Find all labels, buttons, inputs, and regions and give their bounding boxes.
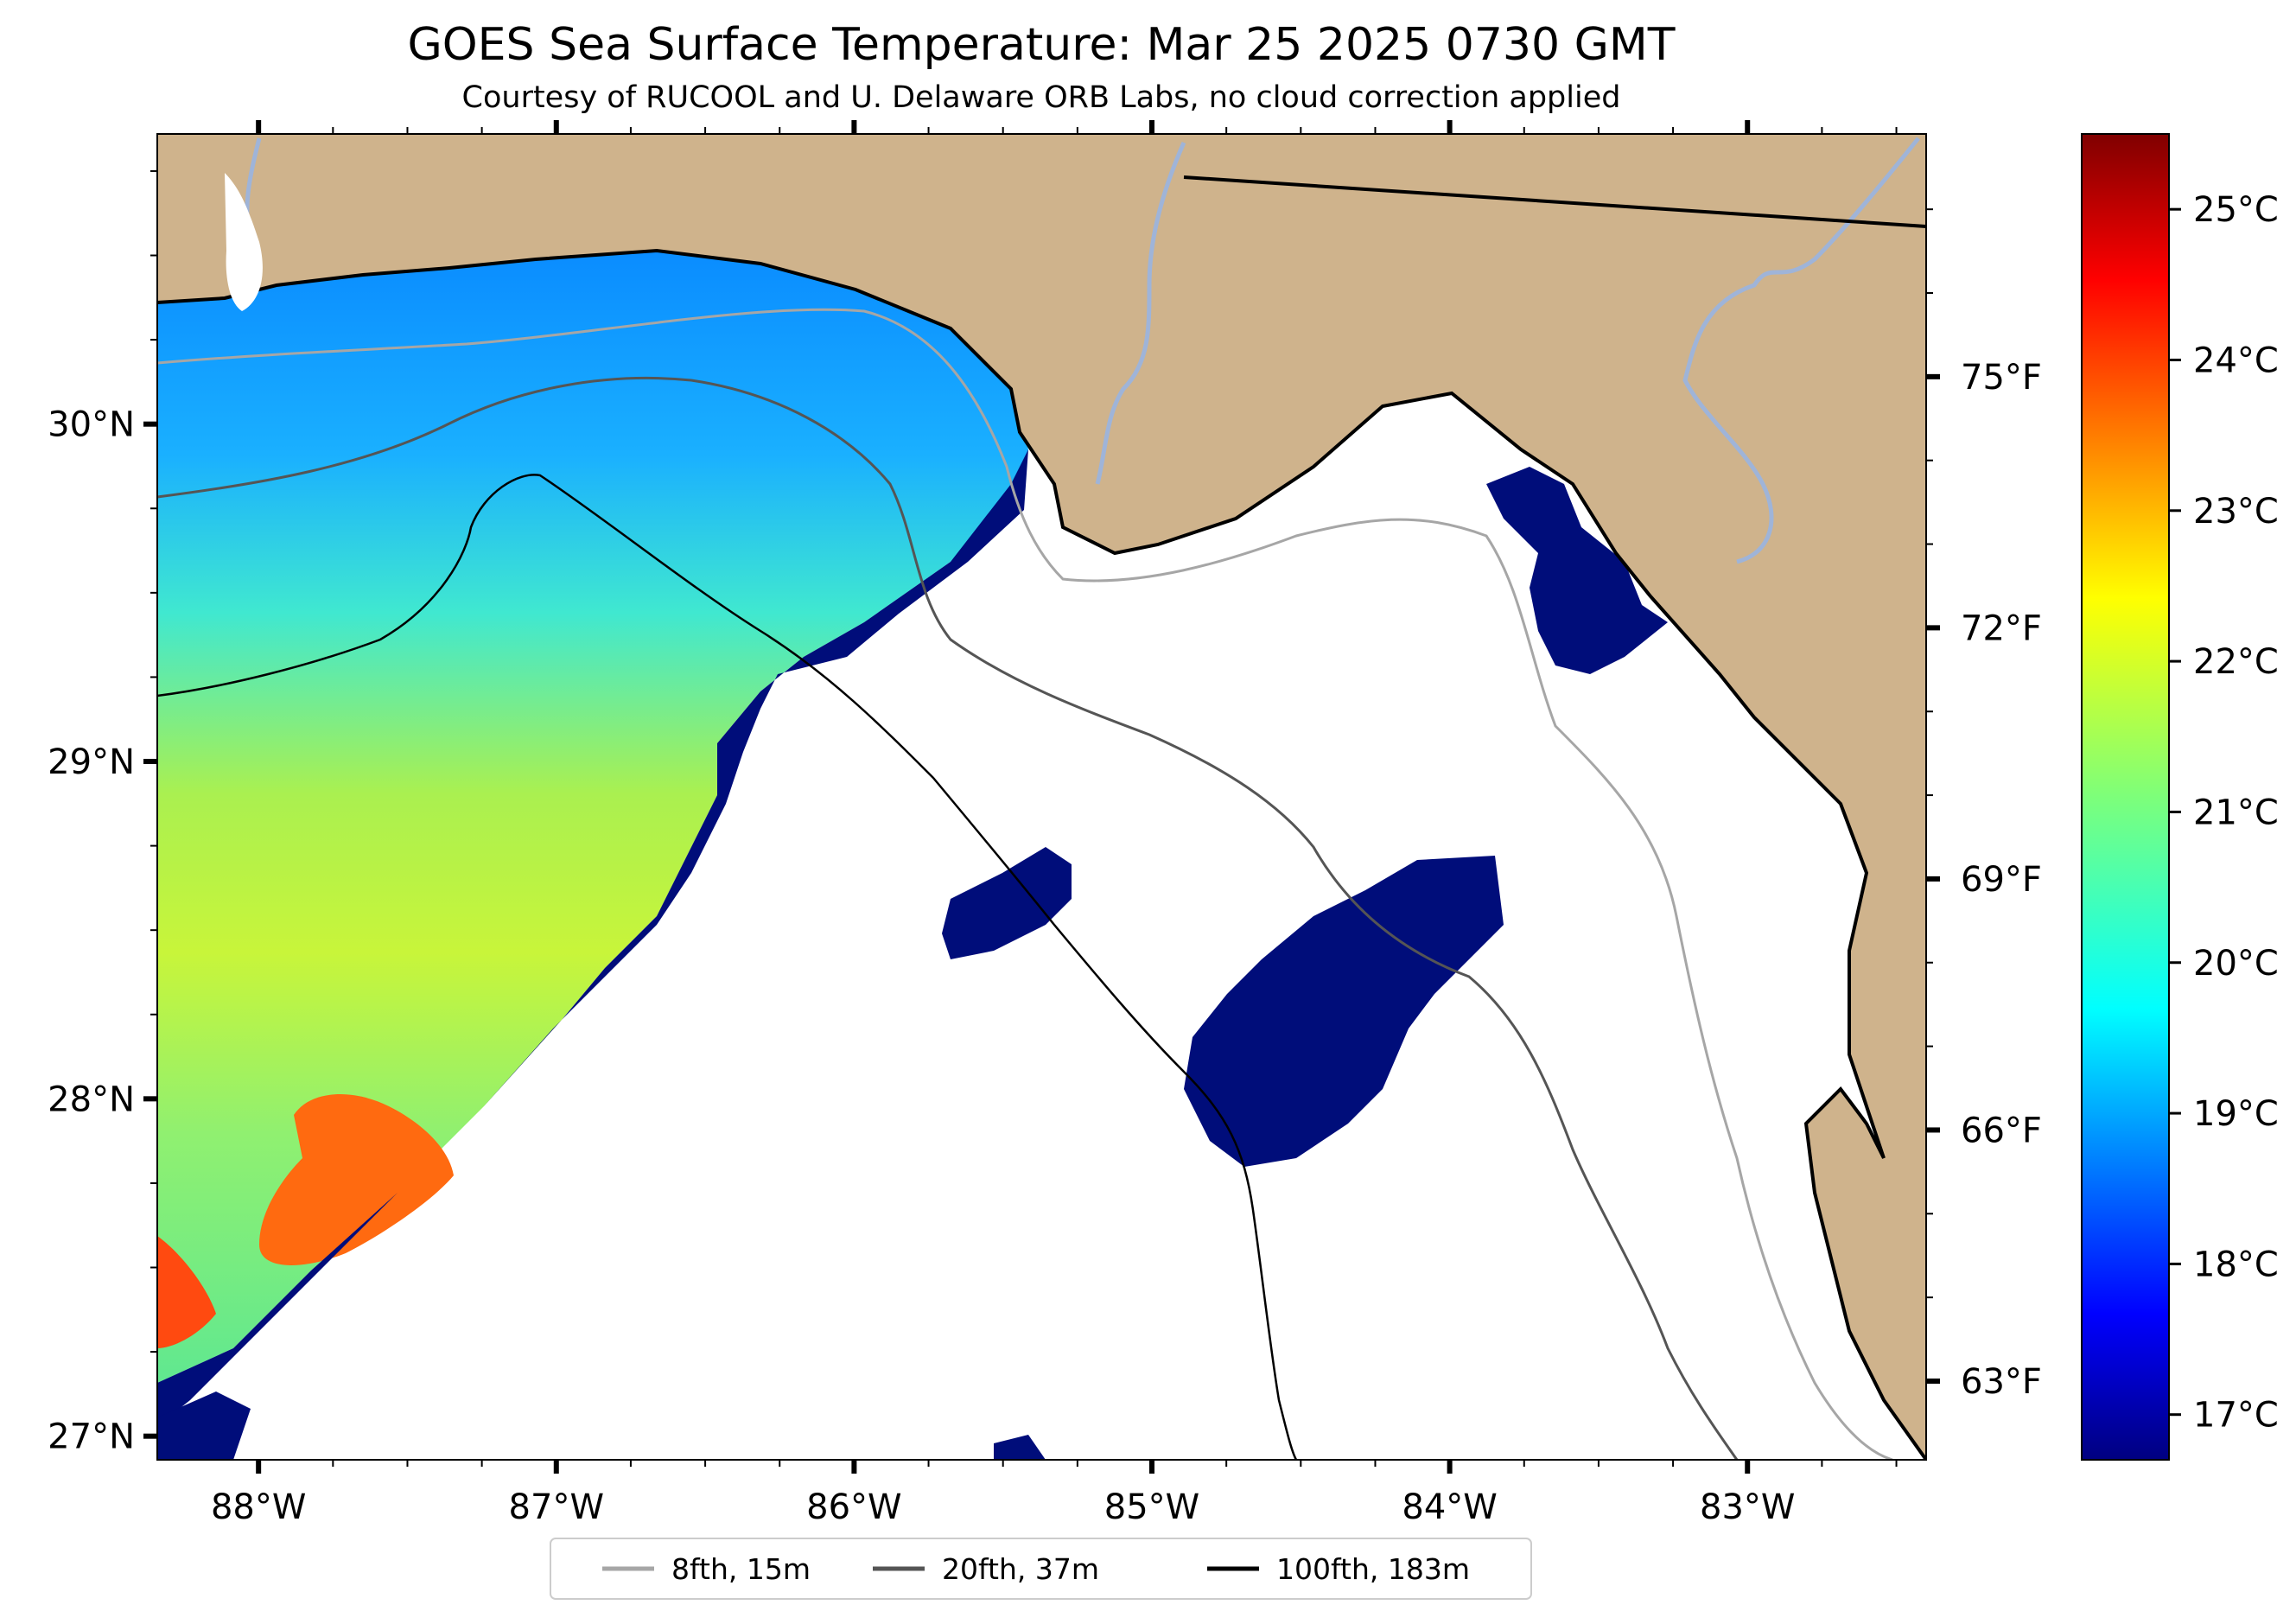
cold-edge-band-bottom [157,1392,251,1460]
colorbar [2081,133,2170,1461]
cloud-blotch-north [225,173,263,311]
colorbar-tick-label: 19°C [2193,1094,2279,1134]
contour-20fth-37m [157,376,1739,1460]
contour-legend: 8fth, 15m 20fth, 37m 100fth, 183m [550,1538,1532,1600]
state-border [1183,175,1926,228]
warm-patch-west [157,1236,216,1348]
cold-patch-center [1184,856,1504,1167]
sst-field [157,251,1028,1383]
cold-patch-northeast [1486,467,1668,674]
lat-tick-label: 27°N [48,1417,135,1457]
legend-label: 20fth, 37m [942,1552,1099,1586]
latitude-axis: 30°N 29°N 28°N 27°N [48,169,157,1457]
chart-title: GOES Sea Surface Temperature: Mar 25 202… [407,19,1676,71]
lat-tick-label: 29°N [48,742,135,782]
river-apalachicola [1095,141,1186,485]
colorbar-tick-label: 20°C [2193,944,2279,984]
coastline [157,248,1926,1460]
lat-tick-label: 30°N [48,405,135,445]
fahrenheit-tick-label: 75°F [1961,358,2042,398]
colorbar-tick-label: 17°C [2193,1396,2279,1436]
map-area [157,134,1926,1460]
colorbar-tick-label: 25°C [2193,190,2279,230]
legend-box [550,1538,1532,1600]
contour-100fth-183m [157,474,1298,1460]
chart-subtitle: Courtesy of RUCOOL and U. Delaware ORB L… [461,80,1621,115]
colorbar-tick-label: 22°C [2193,642,2279,682]
colorbar-tick-label: 18°C [2193,1245,2279,1284]
river-suwannee [1682,137,1920,564]
colorbar-tick-label: 21°C [2193,793,2279,832]
lon-tick-label: 86°W [806,1487,901,1527]
lat-tick-label: 28°N [48,1079,135,1119]
legend-label: 100fth, 183m [1276,1552,1470,1586]
lon-tick-label: 85°W [1104,1487,1199,1527]
fahrenheit-axis: 75°F 72°F 69°F 66°F 63°F [1926,208,2042,1402]
lon-tick-label: 84°W [1402,1487,1497,1527]
lon-tick-label: 88°W [211,1487,306,1527]
fahrenheit-tick-label: 66°F [1961,1111,2042,1150]
lon-tick-label: 83°W [1700,1487,1795,1527]
fahrenheit-tick-label: 69°F [1961,860,2042,900]
contour-8fth-15m [157,308,1893,1460]
colorbar-ticks: 25°C 24°C 23°C 22°C 21°C 20°C 19°C 18°C 17°C [2169,190,2279,1436]
legend-label: 8fth, 15m [671,1552,811,1586]
cold-patch-south [994,1435,1046,1460]
cold-patch-mid [942,847,1072,959]
colorbar-tick-label: 23°C [2193,492,2279,532]
map-frame [156,133,1927,1461]
land-north [157,134,1926,1460]
fahrenheit-tick-label: 63°F [1961,1362,2042,1402]
warm-patch-east [259,1094,454,1265]
longitude-axis: 88°W 87°W 86°W 85°W 84°W 83°W [211,120,1898,1527]
colorbar-tick-label: 24°C [2193,341,2279,380]
lon-tick-label: 87°W [509,1487,604,1527]
fahrenheit-tick-label: 72°F [1961,608,2042,648]
